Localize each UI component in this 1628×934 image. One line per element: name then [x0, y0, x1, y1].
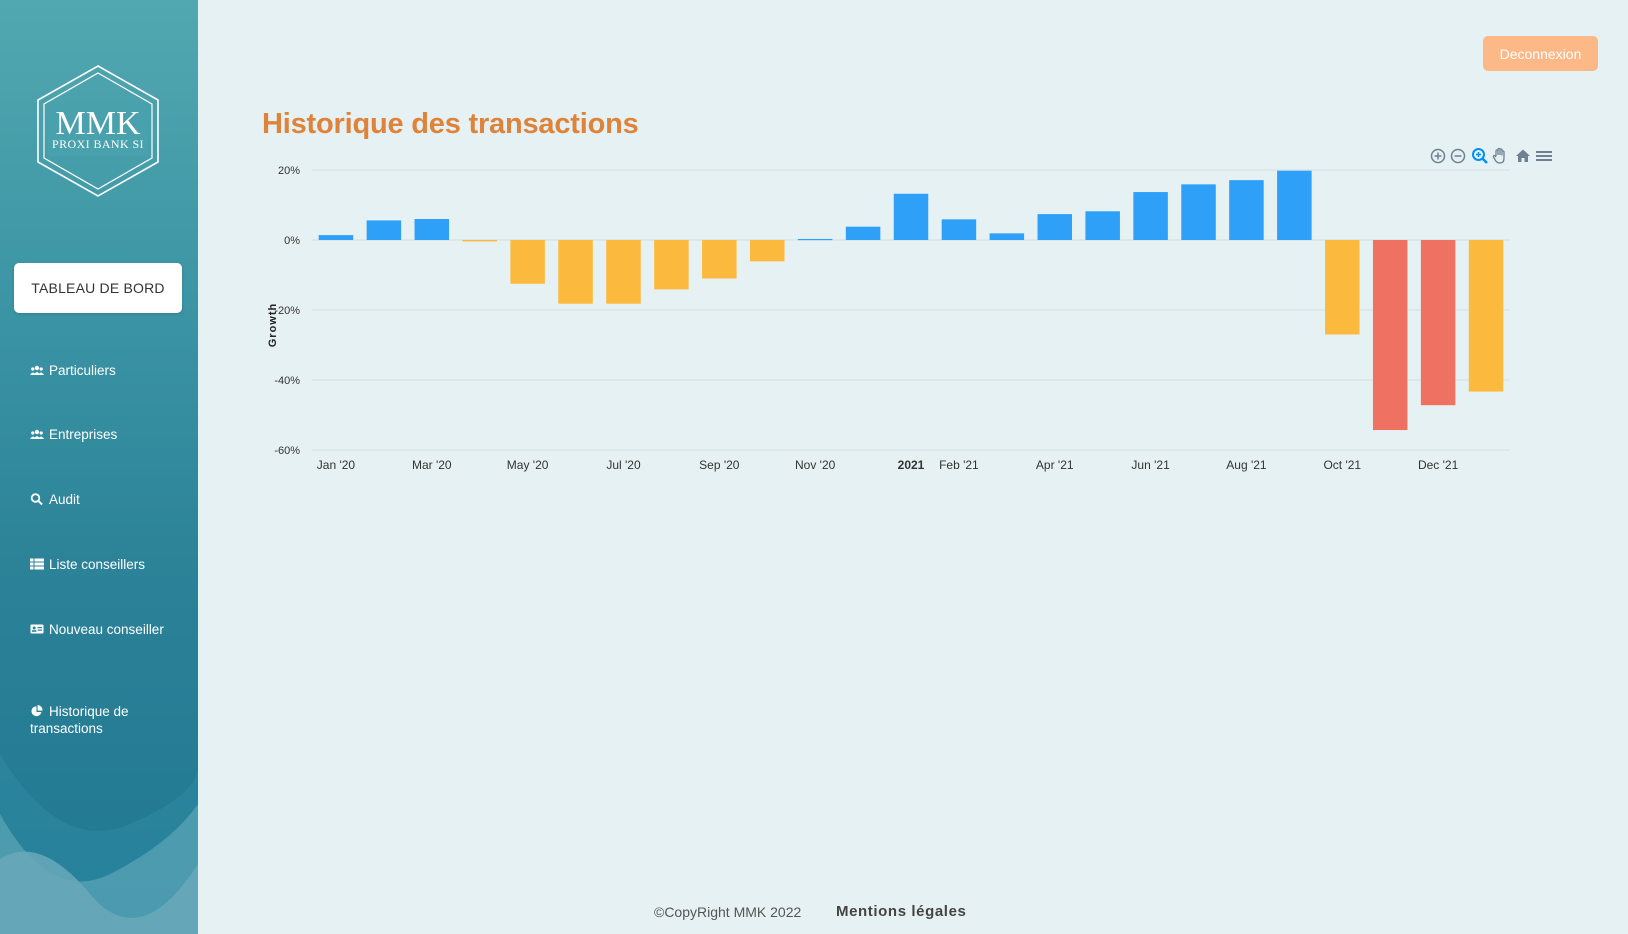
chart-bar[interactable] [1420, 240, 1456, 406]
chart-bar[interactable] [1229, 180, 1264, 240]
home-icon[interactable] [1513, 146, 1533, 166]
chart-bar[interactable] [845, 226, 881, 240]
chart-bar[interactable] [558, 240, 593, 304]
sidebar-item-label: Entreprises [49, 427, 118, 442]
sidebar-item-nouveau-conseiller[interactable]: Nouveau conseiller [30, 621, 180, 638]
chart-bar[interactable] [1277, 170, 1312, 240]
sidebar-item-label: Liste conseillers [49, 557, 146, 572]
zoom-select-icon[interactable] [1470, 146, 1490, 166]
sidebar-item-particuliers[interactable]: Particuliers [30, 362, 180, 379]
chart-xtick-label: Mar '20 [412, 458, 452, 472]
sidebar: MMK PROXI BANK SI TABLEAU DE BORD Partic… [0, 0, 198, 934]
chart-toolbar [1428, 146, 1558, 166]
pan-hand-icon[interactable] [1490, 146, 1510, 166]
sidebar-item-audit[interactable]: Audit [30, 491, 180, 508]
logout-button[interactable]: Deconnexion [1483, 36, 1598, 71]
chart-xtick-label: Dec '21 [1418, 458, 1459, 472]
sidebar-item-label: Historique de transactions [30, 704, 129, 736]
sidebar-item-label: Audit [49, 492, 80, 507]
chart-bar[interactable] [318, 235, 354, 240]
brand-subtitle: PROXI BANK SI [52, 137, 144, 151]
search-icon [30, 493, 44, 505]
chart-bar[interactable] [1468, 240, 1504, 392]
chart-ylabel: Growth [267, 303, 279, 348]
users-icon [30, 428, 44, 440]
zoom-in-icon[interactable] [1428, 146, 1448, 166]
chart-ytick-label: 20% [278, 165, 300, 177]
chart-bar[interactable] [797, 238, 833, 241]
chart-bar[interactable] [1181, 184, 1216, 240]
chart-xtick-label: Jun '21 [1131, 458, 1170, 472]
chart-bar[interactable] [1372, 240, 1408, 431]
chart-xtick-label: Sep '20 [699, 458, 740, 472]
chart-xtick-label: 2021 [898, 458, 925, 472]
chart-bar[interactable] [1037, 214, 1073, 240]
chart-bar[interactable] [989, 233, 1025, 240]
table-list-icon [30, 558, 44, 570]
transactions-chart[interactable]: 20% 0% -20% -40% -60% Jan '20 Mar '20 May '20 J… [260, 140, 1570, 510]
chart-xtick-label: Aug '21 [1226, 458, 1267, 472]
chart-xtick-label: Oct '21 [1323, 458, 1361, 472]
chart-bar[interactable] [1085, 211, 1120, 240]
sidebar-item-label: Nouveau conseiller [49, 622, 164, 637]
chart-ytick-label: -60% [274, 445, 300, 457]
sidebar-item-historique[interactable]: Historique de transactions [30, 703, 180, 737]
chart-xtick-label: Jul '20 [606, 458, 641, 472]
brand-logo-graphic: MMK PROXI BANK SI [37, 65, 159, 197]
chart-svg: 20% 0% -20% -40% -60% Jan '20 Mar '20 May '20 J… [267, 165, 1510, 472]
sidebar-item-label: Particuliers [49, 363, 116, 378]
sidebar-item-entreprises[interactable]: Entreprises [30, 426, 180, 443]
chart-bar[interactable] [749, 240, 785, 262]
chart-xtick-label: Apr '21 [1036, 458, 1074, 472]
users-icon [30, 364, 44, 376]
chart-xtick-label: May '20 [507, 458, 549, 472]
dashboard-button[interactable]: TABLEAU DE BORD [14, 263, 182, 313]
id-card-icon [30, 623, 44, 635]
zoom-out-icon[interactable] [1448, 146, 1468, 166]
chart-bar[interactable] [606, 240, 641, 304]
chart-ytick-label: -20% [274, 305, 300, 317]
chart-xtick-label: Jan '20 [317, 458, 356, 472]
page-title: Historique des transactions [262, 108, 639, 140]
chart-bar[interactable] [462, 240, 497, 242]
brand-logo[interactable]: MMK PROXI BANK SI [34, 64, 162, 198]
chart-xtick-label: Feb '21 [939, 458, 979, 472]
chart-bar[interactable] [366, 220, 402, 240]
chart-bar[interactable] [702, 240, 737, 279]
chart-bar[interactable] [654, 240, 689, 290]
chart-bar[interactable] [1325, 240, 1360, 335]
chart-bar[interactable] [893, 193, 929, 240]
chart-bar[interactable] [510, 240, 545, 284]
chart-ytick-label: 0% [284, 235, 300, 247]
chart-bar[interactable] [941, 219, 977, 240]
footer-legal-link[interactable]: Mentions légales [836, 903, 967, 920]
menu-icon[interactable] [1534, 146, 1554, 166]
chart-ytick-label: -40% [274, 375, 300, 387]
chart-bar[interactable] [414, 219, 450, 240]
sidebar-item-liste-conseillers[interactable]: Liste conseillers [30, 556, 180, 573]
pie-chart-icon [30, 705, 44, 717]
chart-bar[interactable] [1133, 192, 1168, 240]
footer-copyright: ©CopyRight MMK 2022 [654, 904, 802, 920]
brand-name: MMK [55, 105, 140, 142]
chart-xtick-label: Nov '20 [795, 458, 836, 472]
sidebar-waves-decoration [0, 754, 198, 934]
